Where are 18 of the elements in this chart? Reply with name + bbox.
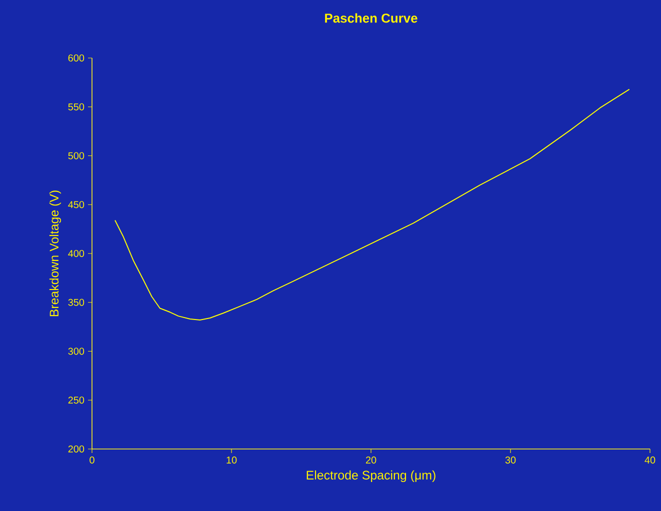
chart-title: Paschen Curve	[325, 13, 418, 23]
y-tick-label: 400	[68, 250, 84, 258]
y-tick-label: 350	[68, 298, 84, 306]
y-tick-label: 450	[68, 201, 84, 208]
x-tick-label: 30	[505, 456, 516, 464]
y-tick-label: 250	[68, 396, 84, 404]
y-tick-label: 500	[68, 152, 84, 160]
x-tick-label: 20	[366, 456, 376, 464]
y-tick-label: 550	[68, 103, 84, 110]
x-axis-title: Electrode Spacing (μm)	[306, 470, 436, 482]
y-axis-title: Breakdown Voltage (V)	[49, 190, 62, 316]
x-tick-label: 40	[644, 456, 656, 464]
x-tick-label: 0	[90, 456, 94, 464]
line-series	[114, 88, 630, 320]
y-tick-label: 300	[68, 348, 84, 355]
y-tick-label: 600	[68, 54, 84, 62]
x-tick-label: 10	[226, 456, 237, 464]
y-tick-label: 200	[68, 445, 84, 453]
